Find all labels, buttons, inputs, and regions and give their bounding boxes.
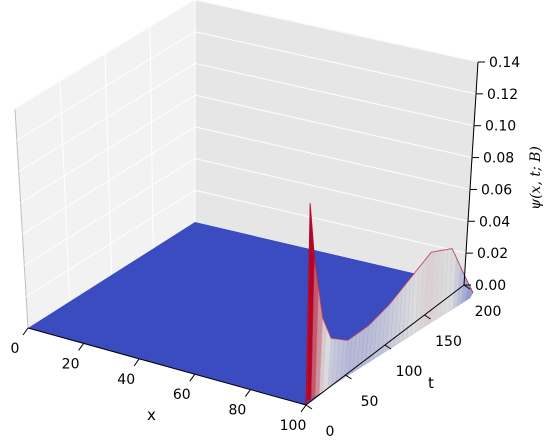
grid-line xyxy=(194,0,479,63)
x-tick-label: 20 xyxy=(62,356,80,372)
x-tick-label: 0 xyxy=(11,341,20,357)
grid-line xyxy=(16,31,196,141)
z-tick-label: 0.14 xyxy=(489,55,520,71)
z-tick-label: 0.06 xyxy=(481,182,512,198)
z-tick-label: 0.04 xyxy=(479,214,510,230)
grid-line xyxy=(194,126,471,190)
x-tick-label: 60 xyxy=(173,387,191,403)
x-tick xyxy=(300,404,307,413)
z-tick-label: 0.08 xyxy=(483,151,514,167)
surface-crest xyxy=(305,203,474,406)
grid-line xyxy=(194,94,473,159)
grid-line xyxy=(20,94,196,204)
grid-line xyxy=(149,27,154,249)
grid-line xyxy=(194,31,477,95)
grid-line xyxy=(25,189,196,298)
grid-line xyxy=(59,81,71,302)
x-axis-label: x xyxy=(147,406,156,424)
y-tick-label: 200 xyxy=(475,304,502,320)
x-tick xyxy=(78,343,85,351)
z-tick-label: 0.12 xyxy=(487,87,518,103)
z-tick-label: 0.00 xyxy=(475,278,506,294)
y-tick-label: 100 xyxy=(396,364,423,380)
surface-ribbons xyxy=(301,203,474,406)
x-tick xyxy=(22,327,29,336)
y-tick-label: 0 xyxy=(326,424,335,440)
x-tick xyxy=(244,389,251,397)
z-tick-label: 0.10 xyxy=(485,119,516,135)
y-tick xyxy=(424,314,431,320)
grid-line xyxy=(18,63,196,172)
grid-line xyxy=(104,54,112,276)
x-tick-label: 80 xyxy=(228,403,246,419)
grid-line xyxy=(194,62,475,127)
grid-line xyxy=(22,126,196,235)
x-tick-label: 100 xyxy=(280,418,307,434)
grid-line xyxy=(194,189,467,254)
x-tick xyxy=(189,373,196,382)
x-axis-line xyxy=(27,327,307,406)
x-tick xyxy=(133,358,140,367)
y-tick xyxy=(305,404,313,410)
y-tick xyxy=(345,374,352,380)
grid-line xyxy=(194,158,469,222)
y-tick xyxy=(384,344,392,350)
y-axis-label: t xyxy=(428,374,434,392)
grid-line xyxy=(14,0,196,110)
y-tick xyxy=(463,284,471,290)
z-tick-label: 0.02 xyxy=(477,246,508,262)
grid-line xyxy=(24,158,196,266)
x-tick-label: 40 xyxy=(117,372,135,388)
axes: 0 20 40 60 80 100 0 50 100 150 200 0.00 0.02 0.04 0.06… xyxy=(11,55,521,440)
z-axis-line xyxy=(463,61,479,286)
y-tick-label: 50 xyxy=(361,394,379,410)
z-axis-label: ψ(x, t; B) xyxy=(528,146,544,210)
y-tick-label: 150 xyxy=(435,334,462,350)
